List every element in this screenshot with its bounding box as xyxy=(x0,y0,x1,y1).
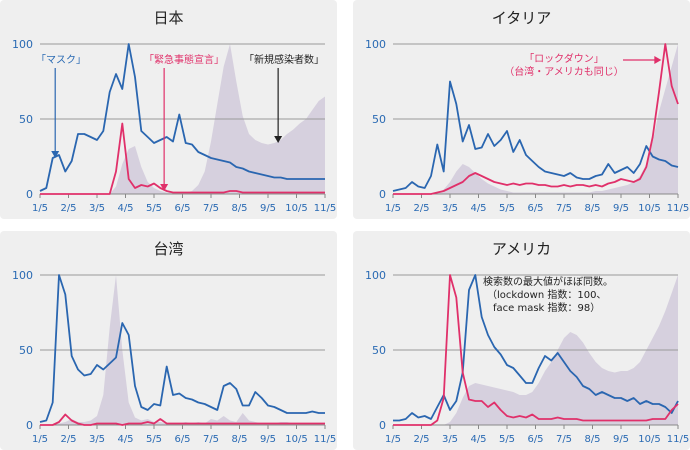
series-line-lockdown xyxy=(393,43,679,195)
chart-canvas: 0 50 100 1/5 2/5 3/5 4/5 5/5 6/5 7/5 8/5 9/5 10/5 11/… xyxy=(365,269,689,445)
y-tick-label: 50 xyxy=(372,113,386,126)
x-tick-label: 5/5 xyxy=(499,203,515,214)
series-line-mask xyxy=(39,43,325,192)
chart-panel-taiwan: 台湾 0 50 100 1/5 2/5 3/5 4/5 5/5 6/5 7/5 8/5 9/5 10/5… xyxy=(0,231,337,450)
y-tick-label: 100 xyxy=(12,269,33,282)
x-tick-label: 6/5 xyxy=(527,434,543,445)
series-area-cases xyxy=(40,44,325,194)
x-tick-label: 1/5 xyxy=(385,203,401,214)
annotation-note: 検索数の最大値がほぼ同数。 （lockdown 指数：100、 face mas… xyxy=(483,276,613,315)
chart-title: イタリア xyxy=(491,9,552,27)
series-area-cases xyxy=(40,275,325,425)
x-tick-label: 4/5 xyxy=(470,203,486,214)
x-tick-label: 7/5 xyxy=(203,434,219,445)
y-tick-label: 0 xyxy=(379,188,386,201)
x-tick-label: 11/5 xyxy=(667,434,689,445)
x-tick-label: 3/5 xyxy=(89,434,105,445)
y-tick-label: 0 xyxy=(26,419,33,432)
x-tick-label: 3/5 xyxy=(442,203,458,214)
annotation-line: face mask 指数：98） xyxy=(493,303,601,314)
x-tick-label: 5/5 xyxy=(146,434,162,445)
x-tick-label: 6/5 xyxy=(174,434,190,445)
y-tick-label: 0 xyxy=(26,188,33,201)
x-tick-label: 5/5 xyxy=(499,434,515,445)
series-line-mask xyxy=(393,274,679,422)
x-tick-label: 9/5 xyxy=(613,434,629,445)
annotation-line: （台湾・アメリカも同じ） xyxy=(504,67,624,78)
x-tick-label: 7/5 xyxy=(556,203,572,214)
x-tick-label: 9/5 xyxy=(260,434,276,445)
x-tick-label: 2/5 xyxy=(413,203,429,214)
x-tick-label: 5/5 xyxy=(146,203,162,214)
x-tick-label: 6/5 xyxy=(174,203,190,214)
x-tick-label: 4/5 xyxy=(117,434,133,445)
x-tick-label: 2/5 xyxy=(413,434,429,445)
series-line-lockdown xyxy=(40,122,325,195)
chart-panel-italy: イタリア 0 50 100 1/5 2/5 3/5 4/5 5/5 6/5 7/5 8/5 9/5 10… xyxy=(353,0,690,219)
chart-canvas: 0 50 100 1/5 2/5 3/5 4/5 5/5 6/5 7/5 8/5 9/5 10/5 11/… xyxy=(365,38,689,214)
chart-canvas: 0 50 100 1/5 2/5 3/5 4/5 5/5 6/5 7/5 8/5 9/5 10/5 11/… xyxy=(12,269,336,445)
annotation-line: （lockdown 指数：100、 xyxy=(487,290,607,301)
series-line-mask xyxy=(39,274,325,423)
series-line-mask xyxy=(392,80,679,192)
x-tick-label: 11/5 xyxy=(314,434,336,445)
x-tick-label: 3/5 xyxy=(442,434,458,445)
x-tick-label: 11/5 xyxy=(314,203,336,214)
x-tick-label: 2/5 xyxy=(60,203,76,214)
annotation-cases: 「新規感染者数」 xyxy=(244,55,324,66)
y-tick-label: 100 xyxy=(365,269,386,282)
x-tick-label: 7/5 xyxy=(203,203,219,214)
y-tick-label: 50 xyxy=(372,344,386,357)
annotation-emergency: 「緊急事態宣言」 xyxy=(144,55,224,66)
x-tick-label: 1/5 xyxy=(385,434,401,445)
x-tick-label: 8/5 xyxy=(231,203,247,214)
arrow-emergency-head xyxy=(160,184,169,191)
y-tick-label: 50 xyxy=(19,344,33,357)
chart-title: 台湾 xyxy=(153,240,184,258)
annotation-line: 検索数の最大値がほぼ同数。 xyxy=(483,277,613,288)
x-tick-label: 2/5 xyxy=(60,434,76,445)
chart-title: アメリカ xyxy=(491,240,552,258)
chart-panel-japan: 日本 0 50 100 1/5 2/5 3/5 4/5 5/5 6/5 7/5 8/5 9/5 10/5… xyxy=(0,0,337,219)
x-tick-label: 4/5 xyxy=(470,434,486,445)
chart-title: 日本 xyxy=(153,9,184,27)
x-tick-label: 11/5 xyxy=(667,203,689,214)
annotation-mask: 「マスク」 xyxy=(36,55,86,66)
series-line-lockdown xyxy=(393,274,679,426)
arrow-lockdown-head xyxy=(654,56,662,64)
x-tick-label: 6/5 xyxy=(527,203,543,214)
series-area-cases xyxy=(393,275,678,425)
arrow-mask-head xyxy=(51,151,60,158)
y-tick-label: 50 xyxy=(19,113,33,126)
x-tick-label: 10/5 xyxy=(285,434,307,445)
x-tick-label: 10/5 xyxy=(285,203,307,214)
x-tick-label: 7/5 xyxy=(556,434,572,445)
y-tick-label: 100 xyxy=(12,38,33,51)
chart-canvas: 0 50 100 1/5 2/5 3/5 4/5 5/5 6/5 7/5 8/5 9/5 10/5 11/… xyxy=(12,38,336,214)
arrow-cases-head xyxy=(274,136,283,143)
x-tick-label: 8/5 xyxy=(584,203,600,214)
x-tick-label: 10/5 xyxy=(638,434,660,445)
series-area-cases xyxy=(393,44,678,194)
x-tick-label: 8/5 xyxy=(231,434,247,445)
x-tick-label: 1/5 xyxy=(32,434,48,445)
x-tick-label: 10/5 xyxy=(638,203,660,214)
y-tick-label: 100 xyxy=(365,38,386,51)
annotation-line: 「ロックダウン」 xyxy=(524,54,604,65)
annotation-lockdown: 「ロックダウン」 （台湾・アメリカも同じ） xyxy=(499,53,629,79)
series-line-lockdown xyxy=(40,413,325,426)
x-tick-label: 1/5 xyxy=(32,203,48,214)
x-tick-label: 8/5 xyxy=(584,434,600,445)
x-tick-label: 9/5 xyxy=(260,203,276,214)
y-tick-label: 0 xyxy=(379,419,386,432)
x-tick-label: 9/5 xyxy=(613,203,629,214)
x-tick-label: 4/5 xyxy=(117,203,133,214)
chart-panel-usa: アメリカ 0 50 100 1/5 2/5 3/5 4/5 5/5 6/5 7/5 8/5 9/5 10… xyxy=(353,231,690,450)
x-tick-label: 3/5 xyxy=(89,203,105,214)
